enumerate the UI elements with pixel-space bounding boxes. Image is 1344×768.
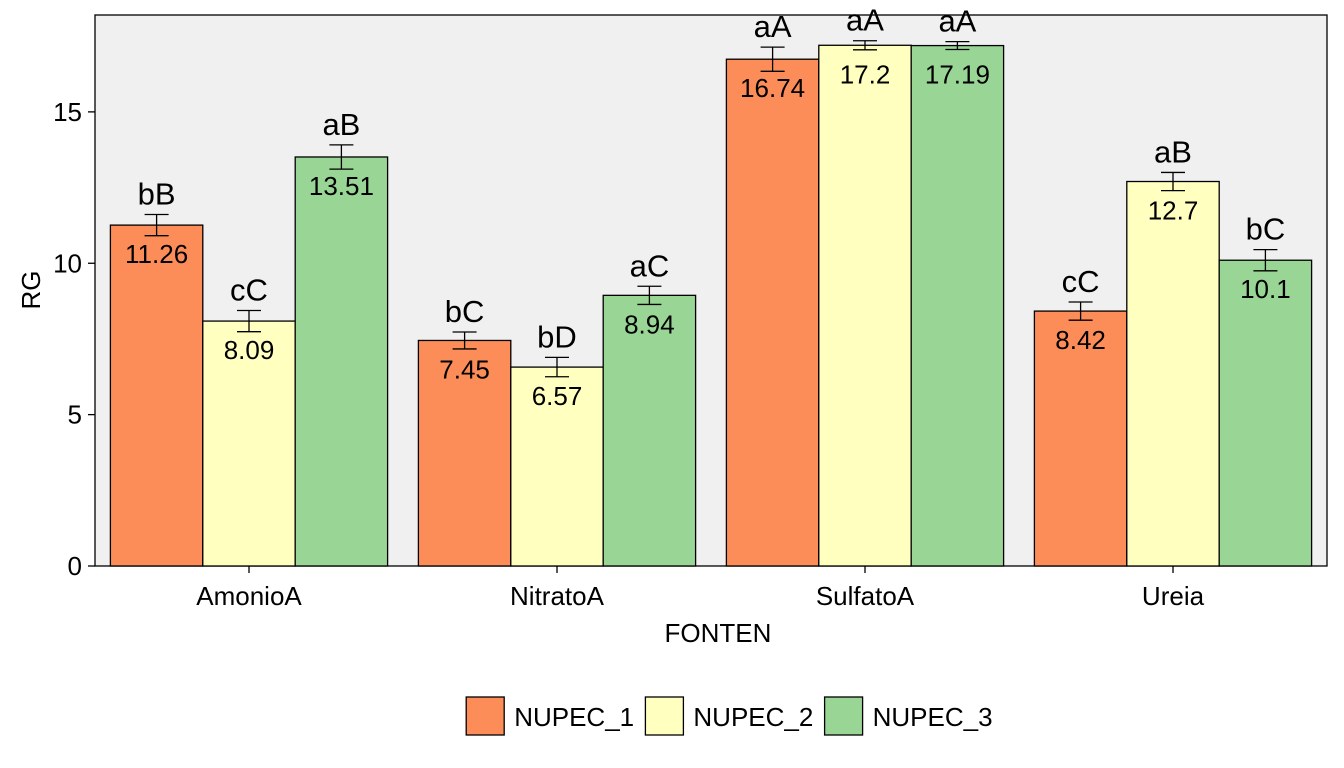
bars-layer: 11.26 bB 8.09 cC 13.51 aB 7.45 bC 6.57 bD 8.94 aC 16…	[109, 3, 1313, 567]
bar-NUPEC_2-Ureia	[1126, 180, 1220, 567]
letter-label-NUPEC_3-SulfatoA: aA	[938, 4, 976, 39]
value-label-NUPEC_2-NitratoA: 6.57	[532, 381, 583, 411]
y-tick-label-0: 0	[68, 551, 82, 581]
letter-label-NUPEC_2-Ureia: aB	[1154, 134, 1192, 169]
bar-NUPEC_3-SulfatoA	[910, 44, 1005, 567]
value-label-NUPEC_2-SulfatoA: 17.2	[840, 59, 891, 89]
bar-NUPEC_1-NitratoA	[417, 339, 512, 567]
letter-label-NUPEC_3-AmonioA: aB	[322, 107, 360, 142]
legend-key-NUPEC_3	[823, 696, 864, 736]
letter-label-NUPEC_2-AmonioA: cC	[230, 272, 268, 307]
legend-label-NUPEC_1: NUPEC_1	[514, 702, 634, 732]
y-tick-label-5: 5	[68, 400, 82, 430]
bar-NUPEC_3-AmonioA	[294, 156, 389, 567]
legend-label-NUPEC_2: NUPEC_2	[693, 702, 813, 732]
letter-label-NUPEC_1-NitratoA: bC	[445, 294, 485, 329]
legend-key-NUPEC_2	[644, 696, 685, 736]
x-tick-label-Ureia: Ureia	[1142, 581, 1205, 611]
letter-label-NUPEC_1-Ureia: cC	[1062, 264, 1100, 299]
bar-NUPEC_3-Ureia	[1218, 259, 1313, 567]
bar-NUPEC_2-SulfatoA	[818, 44, 912, 567]
value-label-NUPEC_1-AmonioA: 11.26	[125, 239, 188, 269]
bar-NUPEC_3-NitratoA	[602, 294, 697, 567]
bar-NUPEC_2-NitratoA	[510, 366, 604, 567]
value-label-NUPEC_1-SulfatoA: 16.74	[740, 73, 805, 103]
axis-layer: AmonioA NitratoA SulfatoA Ureia 0 5 10 15	[53, 97, 1205, 611]
letter-label-NUPEC_3-NitratoA: aC	[630, 248, 670, 283]
letter-label-NUPEC_2-NitratoA: bD	[537, 319, 577, 354]
value-label-NUPEC_1-NitratoA: 7.45	[439, 354, 490, 384]
y-axis-title: RG	[16, 271, 46, 310]
legend-label-NUPEC_3: NUPEC_3	[873, 702, 993, 732]
legend-key-NUPEC_1	[465, 696, 505, 736]
value-label-NUPEC_3-AmonioA: 13.51	[309, 171, 374, 201]
bar-NUPEC_1-AmonioA	[109, 224, 204, 567]
value-label-NUPEC_2-AmonioA: 8.09	[224, 335, 275, 365]
value-label-NUPEC_3-Ureia: 10.1	[1240, 274, 1291, 304]
y-tick-label-10: 10	[53, 248, 82, 278]
value-label-NUPEC_1-Ureia: 8.42	[1055, 325, 1106, 355]
y-tick-label-15: 15	[53, 97, 82, 127]
x-tick-label-NitratoA: NitratoA	[510, 581, 605, 611]
bar-NUPEC_1-SulfatoA	[725, 58, 820, 567]
x-tick-label-AmonioA: AmonioA	[196, 581, 302, 611]
x-axis-title: FONTEN	[665, 618, 772, 648]
x-tick-label-SulfatoA: SulfatoA	[816, 581, 915, 611]
letter-label-NUPEC_2-SulfatoA: aA	[846, 3, 884, 38]
letter-label-NUPEC_1-SulfatoA: aA	[754, 9, 792, 44]
value-label-NUPEC_2-Ureia: 12.7	[1148, 196, 1199, 226]
letter-label-NUPEC_3-Ureia: bC	[1246, 212, 1286, 247]
letter-label-NUPEC_1-AmonioA: bB	[138, 177, 176, 212]
value-label-NUPEC_3-NitratoA: 8.94	[624, 309, 675, 339]
value-label-NUPEC_3-SulfatoA: 17.19	[925, 60, 990, 90]
legend: NUPEC_1 NUPEC_2 NUPEC_3	[465, 696, 993, 736]
bar-NUPEC_1-Ureia	[1033, 310, 1128, 567]
